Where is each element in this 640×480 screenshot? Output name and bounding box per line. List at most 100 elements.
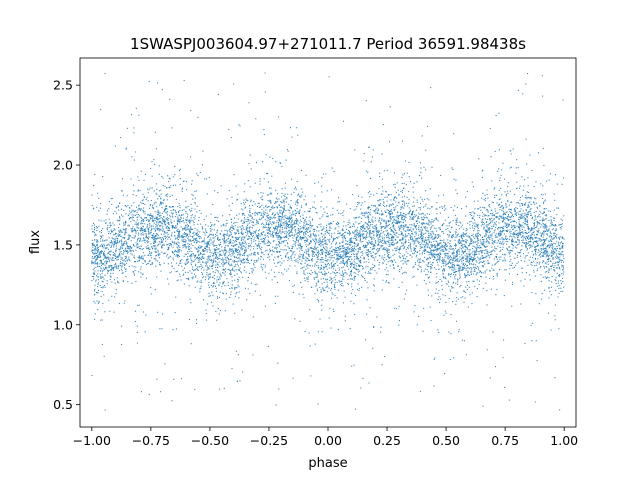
data-point: [352, 241, 354, 243]
data-point: [134, 261, 137, 263]
data-point: [264, 91, 266, 93]
data-point: [185, 240, 187, 242]
data-point: [252, 354, 254, 356]
data-point: [461, 237, 463, 239]
data-point: [136, 244, 138, 246]
data-point: [487, 227, 489, 229]
data-point: [206, 274, 208, 276]
data-point: [190, 203, 192, 205]
data-point: [479, 239, 481, 241]
data-point: [540, 256, 542, 258]
data-point: [335, 259, 337, 261]
data-point: [344, 231, 346, 234]
data-point: [427, 263, 430, 265]
data-point: [370, 161, 372, 163]
data-point: [542, 232, 544, 234]
data-point: [348, 230, 351, 232]
data-point: [396, 249, 398, 252]
data-point: [282, 249, 284, 251]
data-point: [135, 195, 137, 197]
data-point: [222, 268, 224, 270]
data-point: [451, 258, 453, 260]
data-point: [350, 255, 352, 258]
data-point: [320, 226, 322, 228]
data-point: [338, 212, 340, 214]
data-point: [150, 287, 152, 289]
data-point: [115, 236, 117, 238]
data-point: [320, 245, 322, 247]
data-point: [148, 236, 150, 238]
data-point: [484, 200, 486, 202]
data-point: [171, 240, 173, 242]
data-point: [192, 245, 194, 247]
data-point: [309, 225, 311, 227]
data-point: [461, 269, 463, 271]
data-point: [224, 233, 226, 235]
data-point: [199, 245, 201, 247]
data-point: [118, 216, 121, 218]
data-point: [116, 240, 118, 242]
data-point: [97, 309, 99, 311]
data-point: [385, 274, 388, 276]
data-point: [322, 240, 324, 242]
data-point: [552, 238, 554, 240]
data-point: [119, 255, 121, 257]
data-point: [186, 233, 188, 236]
data-point: [512, 281, 514, 283]
data-point: [183, 273, 185, 275]
data-point: [218, 255, 220, 257]
data-point: [304, 195, 306, 197]
data-point: [501, 237, 503, 239]
data-point: [122, 228, 124, 230]
data-point: [263, 129, 265, 131]
data-point: [530, 237, 532, 239]
data-point: [378, 204, 380, 206]
data-point: [531, 245, 533, 247]
data-point: [486, 208, 488, 211]
data-point: [212, 295, 214, 297]
data-point: [210, 273, 212, 275]
data-point: [547, 276, 549, 278]
data-point: [104, 409, 106, 411]
data-point: [551, 222, 553, 224]
data-point: [489, 227, 491, 229]
data-point: [152, 225, 154, 227]
data-point: [492, 242, 494, 244]
data-point: [478, 259, 480, 261]
data-point: [94, 256, 96, 258]
data-point: [325, 255, 327, 257]
data-point: [319, 318, 321, 320]
data-point: [398, 271, 401, 273]
data-point: [321, 259, 323, 261]
data-point: [151, 237, 153, 239]
data-point: [97, 282, 99, 284]
data-point: [97, 246, 99, 249]
data-point: [101, 270, 103, 272]
data-point: [409, 180, 412, 182]
data-point: [125, 221, 127, 223]
data-point: [419, 390, 421, 392]
data-point: [208, 234, 210, 237]
data-point: [526, 191, 528, 193]
data-point: [431, 256, 433, 258]
data-point: [483, 226, 485, 228]
data-point: [485, 233, 487, 235]
data-point: [463, 340, 465, 342]
data-point: [221, 254, 223, 256]
data-point: [433, 253, 435, 255]
data-point: [557, 256, 559, 258]
data-point: [304, 220, 306, 222]
data-point: [367, 266, 369, 268]
data-point: [407, 260, 409, 262]
data-point: [536, 207, 539, 209]
data-point: [373, 210, 375, 212]
data-point: [399, 221, 401, 223]
data-point: [509, 167, 511, 169]
data-point: [516, 187, 518, 189]
data-point: [370, 267, 372, 269]
data-point: [331, 250, 333, 252]
data-point: [338, 253, 340, 255]
data-point: [229, 264, 231, 266]
data-point: [309, 247, 311, 249]
data-point: [100, 251, 102, 253]
